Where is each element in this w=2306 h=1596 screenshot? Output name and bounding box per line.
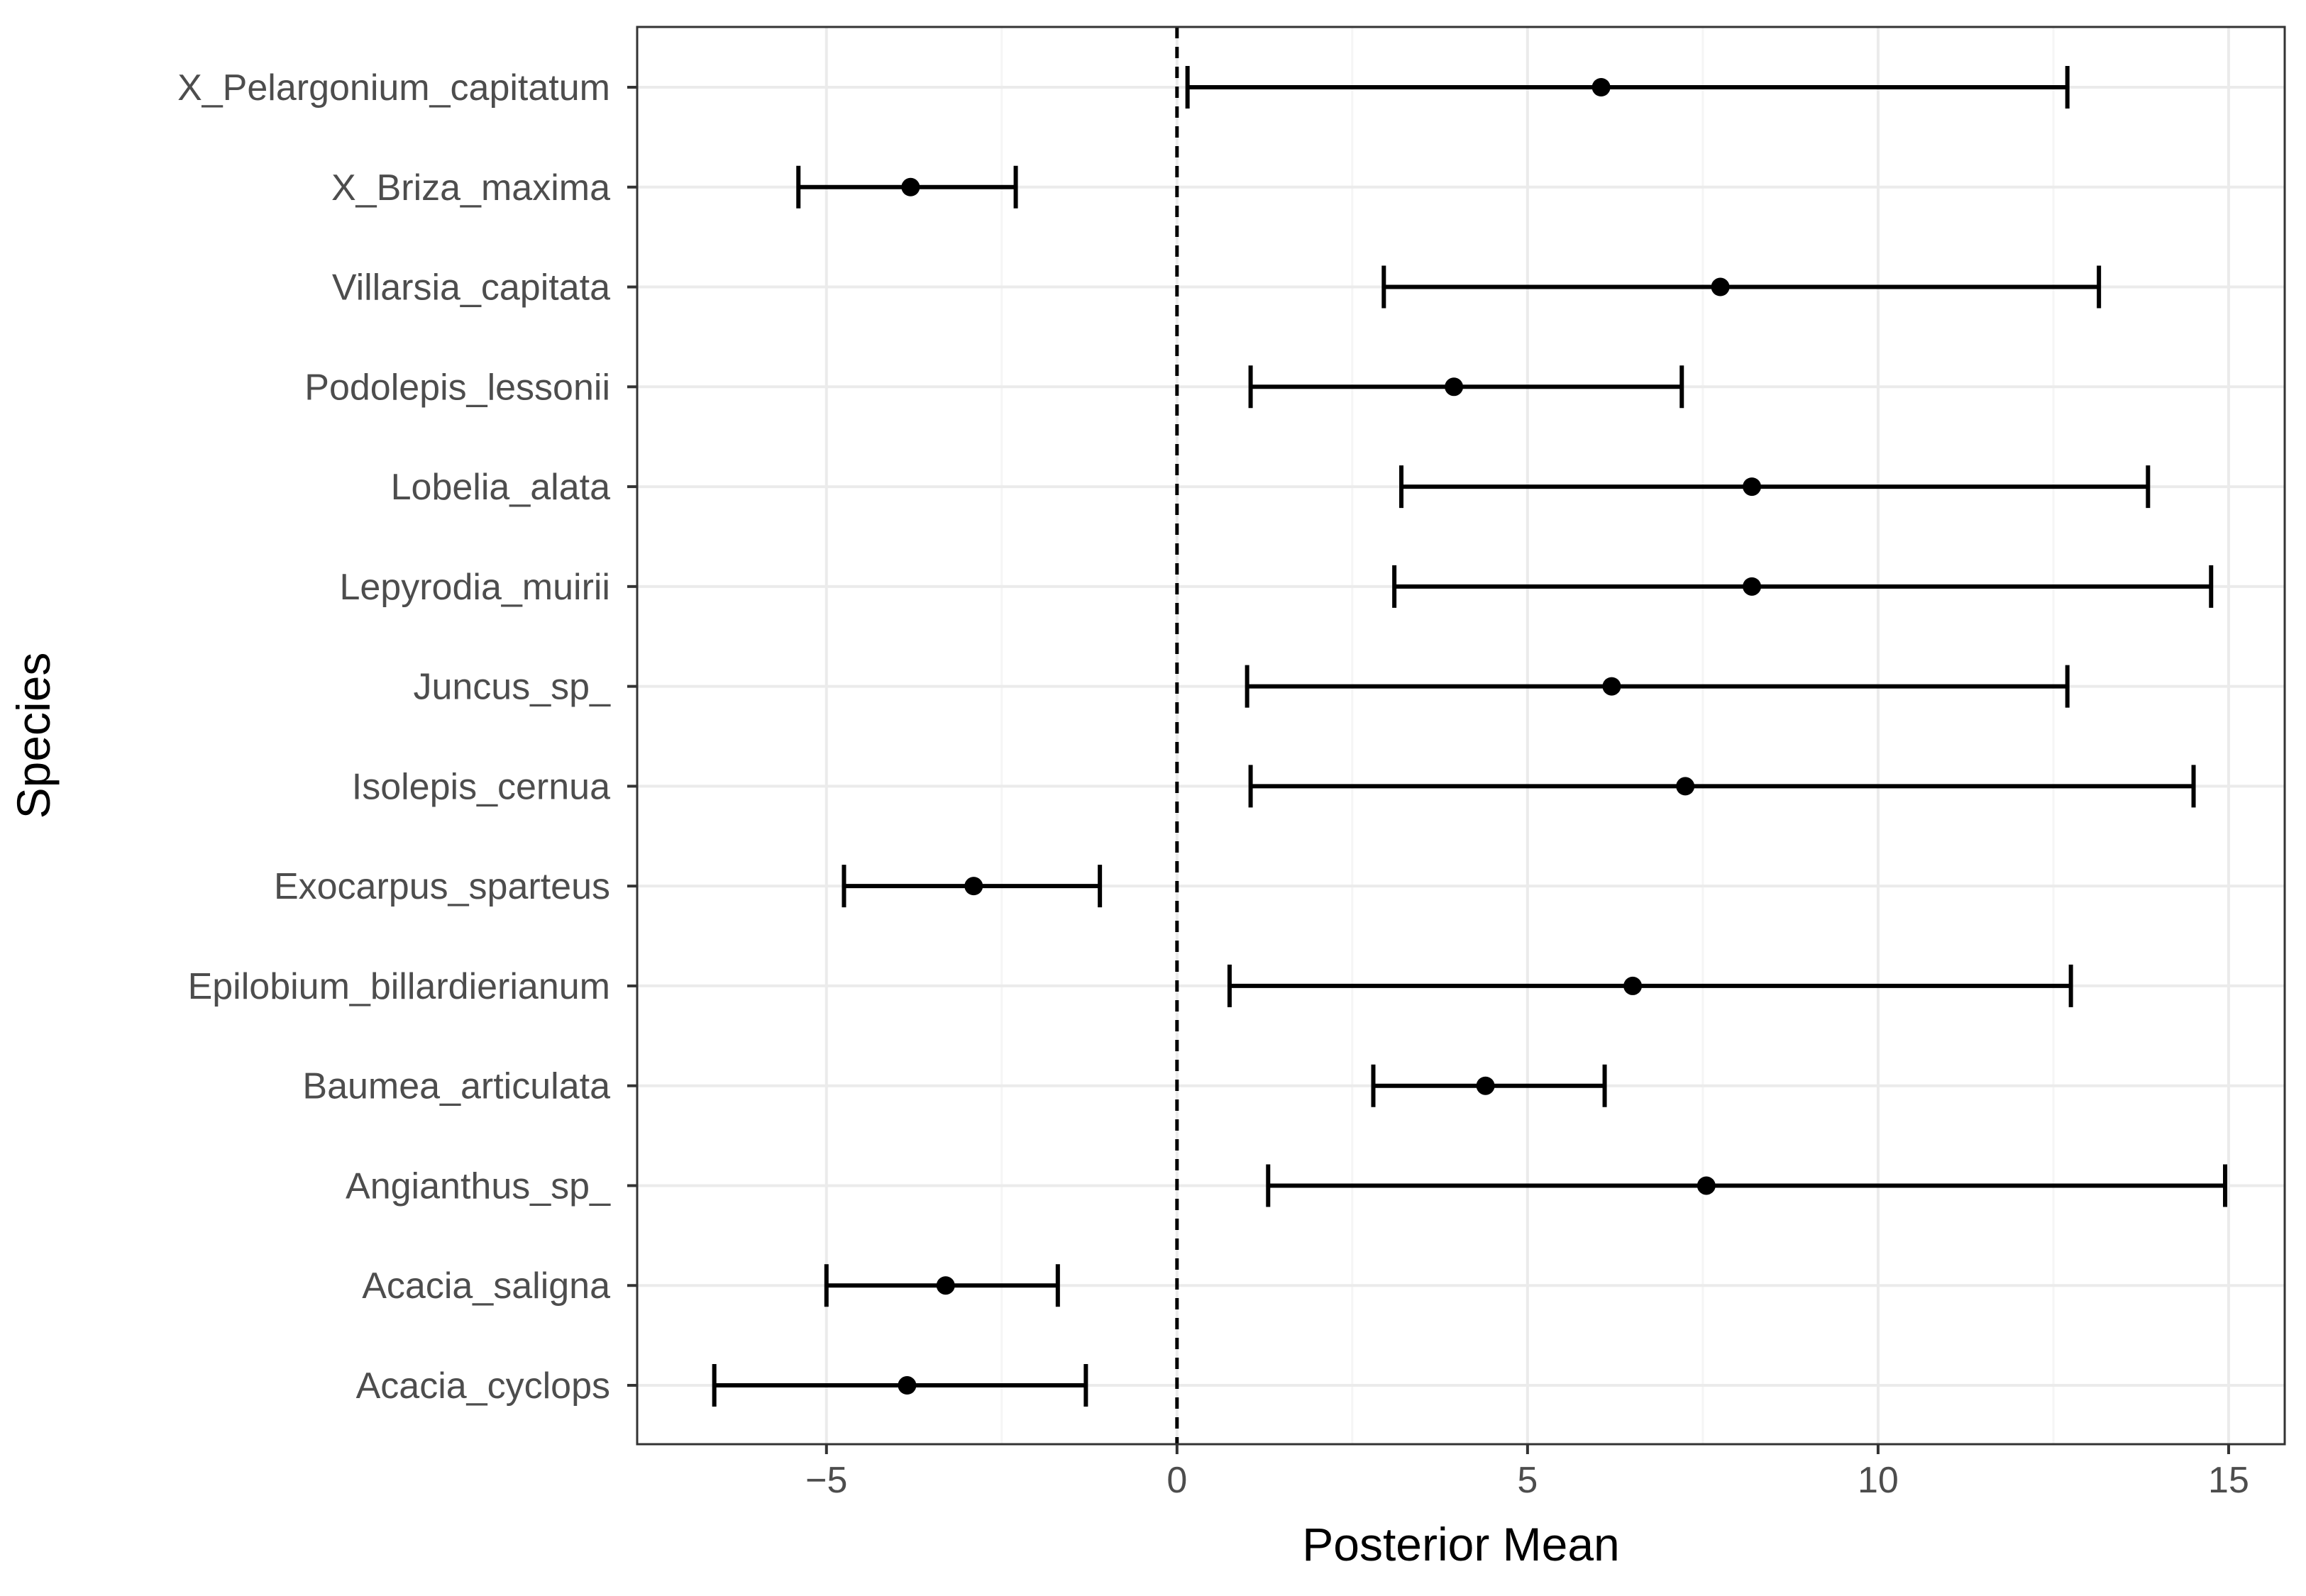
x-tick-label: 5 [1517, 1460, 1538, 1501]
y-tick-label: Villarsia_capitata [332, 267, 610, 309]
mean-point [1743, 477, 1762, 497]
mean-point [1445, 377, 1464, 397]
marks-layer [712, 66, 2228, 1407]
y-tick-label: Acacia_cyclops [356, 1365, 610, 1407]
panel-border [636, 26, 2286, 1446]
y-tick-label: X_Briza_maxima [331, 167, 610, 209]
y-tick-label: Baumea_articulata [302, 1066, 610, 1107]
y-tick-label: Angianthus_sp_ [346, 1165, 611, 1207]
mean-point [1697, 1176, 1716, 1195]
mean-point [1591, 78, 1611, 96]
mean-point [1602, 677, 1621, 696]
mean-point [936, 1276, 955, 1295]
y-tick-label: Juncus_sp_ [413, 667, 611, 708]
mean-point [1711, 277, 1730, 297]
x-tick-label: −5 [805, 1460, 847, 1501]
x-tick-label: 0 [1166, 1460, 1187, 1501]
mean-point [898, 1376, 917, 1395]
x-tick-label: 10 [1858, 1460, 1899, 1501]
y-tick-label: Acacia_saligna [362, 1265, 610, 1307]
y-axis-title: Species [7, 653, 60, 819]
y-tick-label: Lobelia_alata [391, 467, 610, 508]
mean-point [1743, 577, 1762, 596]
mean-point [901, 177, 920, 196]
axes-layer: X_Pelargonium_capitatum X_Briza_maxima Vil… [177, 67, 2249, 1501]
mean-point [1623, 976, 1643, 995]
mean-point [964, 877, 983, 896]
y-tick-label: Exocarpus_sparteus [274, 866, 610, 907]
x-axis-title: Posterior Mean [1302, 1518, 1620, 1570]
y-tick-label: X_Pelargonium_capitatum [177, 67, 610, 109]
mean-point [1476, 1076, 1495, 1095]
y-tick-label: Podolepis_lessonii [304, 367, 610, 408]
y-tick-label: Isolepis_cernua [352, 766, 610, 807]
x-tick-label: 15 [2208, 1460, 2249, 1501]
y-tick-label: Lepyrodia_muirii [339, 567, 610, 608]
y-tick-label: Epilobium_billardierianum [188, 966, 610, 1007]
mean-point [1676, 777, 1695, 796]
